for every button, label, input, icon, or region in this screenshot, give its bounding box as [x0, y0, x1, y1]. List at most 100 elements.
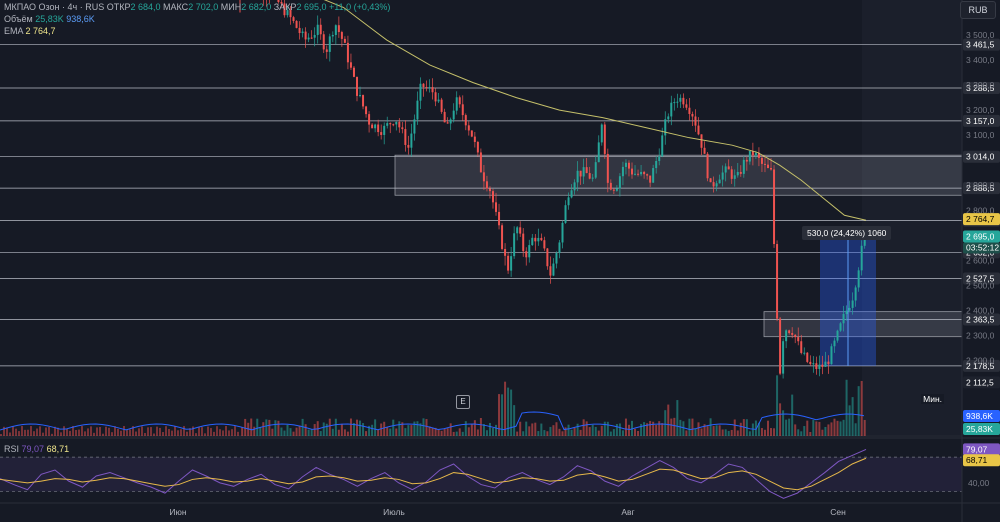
candle-body [516, 227, 519, 234]
volume-bar [437, 429, 440, 436]
volume-bar [794, 424, 797, 436]
volume-bar [543, 430, 546, 436]
rsi-line [0, 448, 867, 499]
volume-bar [842, 419, 845, 436]
volume-bar [162, 432, 164, 436]
volume-bar [748, 431, 751, 436]
volume-bar [600, 425, 603, 436]
candle-body [724, 166, 727, 173]
volume-bar [362, 423, 365, 436]
earnings-badge[interactable]: E [456, 395, 470, 409]
candle-body [374, 124, 377, 129]
volume-bar [126, 430, 128, 436]
price-tick-label: 2 200,0 [966, 355, 995, 365]
price-tick-label: 3 200,0 [966, 105, 995, 115]
volume-bar [558, 428, 561, 436]
volume-bar [114, 426, 116, 436]
volume-bar [42, 432, 44, 436]
volume-bar [534, 422, 537, 436]
candle-body [531, 237, 534, 246]
volume-bar [183, 426, 185, 436]
volume-bar [673, 417, 676, 436]
volume-bar [715, 425, 718, 436]
candle-body [649, 175, 652, 183]
candle-body [794, 334, 797, 338]
candle-body [836, 330, 839, 341]
volume-bar [860, 380, 863, 436]
volume-bar [431, 427, 434, 436]
candle-body [334, 25, 337, 35]
candle-body [797, 337, 800, 342]
volume-bar [561, 431, 564, 436]
candle-body [682, 97, 685, 105]
volume-bar [368, 425, 371, 436]
candle-body [440, 99, 443, 112]
volume-bar [428, 426, 431, 436]
candle-body [691, 113, 694, 117]
candle-body [827, 361, 830, 365]
candle-body [576, 170, 579, 183]
volume-bar [612, 429, 615, 436]
candle-body [679, 97, 682, 102]
volume-bar [609, 431, 612, 436]
volume-bar [177, 430, 179, 436]
volume-bar [398, 421, 401, 436]
volume-bar [213, 431, 215, 436]
volume-bar [298, 425, 301, 436]
rsi-band [0, 457, 962, 492]
candle-body [643, 171, 646, 175]
volume-bar [310, 429, 313, 436]
candle-body [637, 173, 640, 175]
volume-bar [129, 429, 131, 436]
currency-button[interactable]: RUB [960, 1, 996, 19]
volume-bar [277, 420, 280, 436]
volume-bar [21, 426, 23, 436]
volume-bar [585, 421, 588, 436]
volume-bar [325, 423, 328, 436]
candle-body [857, 270, 860, 288]
candle-body [851, 300, 854, 308]
volume-bar [132, 426, 134, 436]
candle-body [277, 0, 280, 3]
price-tick-label: 3 500,0 [966, 30, 995, 40]
volume-bar [6, 427, 8, 436]
volume-bar [624, 418, 627, 436]
volume-bar [250, 418, 253, 436]
candle-body [501, 225, 504, 249]
candle-body [800, 341, 803, 353]
candle-body [322, 34, 325, 50]
volume-bar [700, 428, 703, 436]
volume-bar [863, 419, 866, 436]
volume-bar [383, 421, 386, 436]
candle-body [652, 168, 655, 183]
candle-body [748, 151, 751, 162]
volume-bar [69, 430, 71, 436]
volume-bar [491, 427, 494, 436]
volume-bar [231, 429, 233, 436]
volume-bar [410, 425, 413, 436]
candle-body [386, 123, 389, 126]
candle-body [624, 162, 627, 167]
candle-body [398, 121, 401, 128]
volume-bar [189, 428, 191, 436]
volume-bar [760, 428, 763, 436]
volume-bar [286, 424, 289, 436]
volume-bar [244, 418, 247, 436]
candle-body [600, 124, 603, 143]
candle-body [401, 127, 404, 130]
future-area [862, 0, 962, 435]
volume-bar [319, 431, 322, 436]
volume-bar [618, 423, 621, 436]
rsi-ma-tag [963, 454, 1000, 467]
candle-body [763, 163, 766, 165]
volume-bar [15, 428, 17, 436]
volume-bar [78, 429, 80, 436]
candle-body [591, 177, 594, 179]
candle-body [313, 34, 316, 38]
candle-body [751, 151, 754, 156]
time-tick-label: Авг [621, 507, 634, 517]
volume-bar [219, 429, 221, 436]
candle-body [854, 287, 857, 301]
volume-bar [676, 400, 679, 436]
